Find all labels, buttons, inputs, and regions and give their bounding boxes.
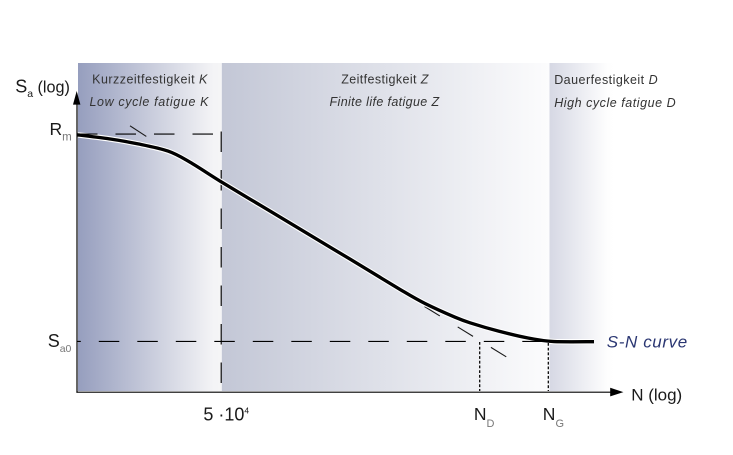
svg-text:5 ·104: 5 ·104 [203,405,249,425]
svg-text:Finite life fatigue Z: Finite life fatigue Z [330,95,440,109]
svg-text:ND: ND [474,404,495,430]
svg-text:Zeitfestigkeit Z: Zeitfestigkeit Z [341,72,429,86]
svg-text:S-N curve: S-N curve [607,333,688,352]
svg-text:Low cycle fatigue K: Low cycle fatigue K [89,95,209,109]
svg-text:NG: NG [543,404,564,430]
svg-text:High cycle fatigue D: High cycle fatigue D [554,96,676,110]
svg-text:Dauerfestigkeit D: Dauerfestigkeit D [554,73,658,87]
svg-text:N (log): N (log) [631,385,682,404]
svg-text:Kurzzeitfestigkeit K: Kurzzeitfestigkeit K [92,72,208,86]
svg-text:Sa0: Sa0 [48,331,72,355]
svg-text:Sa (log): Sa (log) [15,76,70,100]
svg-text:Rm: Rm [50,119,72,144]
